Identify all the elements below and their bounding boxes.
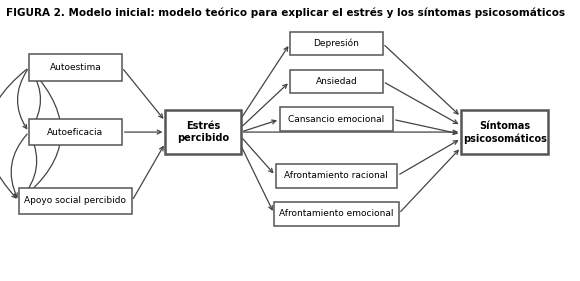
Text: Síntomas
psicosomáticos: Síntomas psicosomáticos [463, 121, 546, 144]
FancyBboxPatch shape [461, 110, 548, 154]
FancyBboxPatch shape [276, 164, 397, 188]
Text: Autoestima: Autoestima [49, 63, 102, 72]
FancyBboxPatch shape [165, 110, 241, 154]
Text: Afrontamiento emocional: Afrontamiento emocional [279, 209, 394, 218]
Text: Depresión: Depresión [313, 39, 360, 48]
FancyBboxPatch shape [29, 119, 122, 146]
Text: FIGURA 2. Modelo inicial: modelo teórico para explicar el estrés y los síntomas : FIGURA 2. Modelo inicial: modelo teórico… [6, 7, 565, 17]
FancyBboxPatch shape [274, 202, 399, 225]
FancyBboxPatch shape [19, 188, 132, 214]
Text: Autoeficacia: Autoeficacia [48, 128, 103, 137]
Text: Afrontamiento racional: Afrontamiento racional [284, 171, 389, 180]
Text: Cansancio emocional: Cansancio emocional [288, 115, 385, 124]
FancyBboxPatch shape [280, 108, 393, 132]
Text: Apoyo social percibido: Apoyo social percibido [24, 196, 126, 205]
Text: Ansiedad: Ansiedad [316, 77, 357, 86]
FancyBboxPatch shape [290, 32, 383, 56]
Text: Estrés
percibido: Estrés percibido [177, 121, 229, 143]
FancyBboxPatch shape [29, 54, 122, 81]
FancyBboxPatch shape [290, 70, 383, 93]
